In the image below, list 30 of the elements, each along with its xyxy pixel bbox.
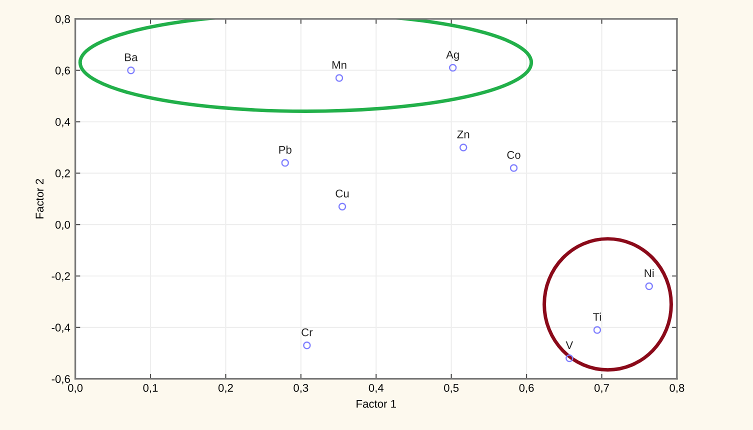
x-tick-label: 0,8: [670, 384, 684, 394]
x-tick-label: 0,2: [218, 384, 233, 394]
y-tick-label: -0,4: [52, 324, 70, 333]
x-axis-title: Factor 1: [356, 400, 396, 408]
y-tick-label: 0,4: [55, 118, 70, 128]
y-axis-title: Factor 2: [36, 179, 44, 218]
annotation: Ag: [446, 50, 459, 61]
annotation: Zn: [457, 130, 470, 138]
annotation: V: [566, 341, 574, 350]
annotation: Mn: [332, 61, 346, 69]
x-tick-label: 0,0: [68, 384, 83, 394]
annotation: Ti: [593, 312, 601, 321]
y-tick-label: 0,8: [55, 15, 70, 24]
annotation: Ni: [644, 268, 654, 278]
x-tick-label: 0,1: [143, 384, 158, 394]
x-tick-label: 0,5: [444, 384, 459, 394]
x-tick-label: 0,6: [519, 384, 534, 394]
annotation: Ba: [125, 53, 138, 62]
annotation: Cr: [302, 328, 313, 336]
x-tick-label: 0,3: [294, 384, 308, 394]
annotation: Co: [507, 151, 520, 159]
x-tick-label: 0,7: [594, 384, 609, 394]
y-tick-label: 0,2: [55, 169, 70, 179]
annotation: Pb: [279, 146, 292, 154]
annotation: Cu: [336, 190, 349, 198]
x-tick-label: 0,4: [368, 384, 384, 394]
y-tick-label: -0,6: [52, 375, 70, 384]
y-tick-label: -0,2: [52, 272, 70, 282]
y-tick-label: 0,6: [55, 66, 70, 76]
y-tick-label: 0,0: [55, 220, 70, 230]
